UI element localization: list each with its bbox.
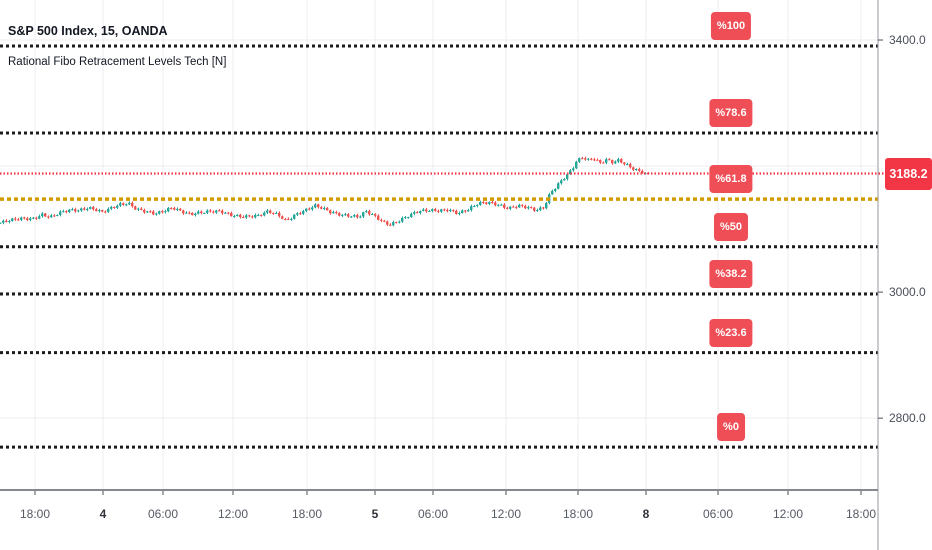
price-axis-label: 3000.0	[889, 285, 926, 300]
symbol-title[interactable]: S&P 500 Index, 15, OANDA	[8, 24, 168, 38]
time-axis-label: 12:00	[490, 507, 522, 521]
fib-level-badge-50[interactable]: %50	[713, 212, 749, 241]
fib-level-badge-38.2[interactable]: %38.2	[709, 260, 753, 288]
time-axis-label: 06:00	[417, 507, 449, 521]
time-axis-day-label: 8	[642, 507, 650, 521]
fib-level-badge-0[interactable]: %0	[717, 413, 745, 442]
fib-level-badge-78.6[interactable]: %78.6	[709, 98, 753, 127]
time-axis-label: 18:00	[19, 507, 51, 521]
fib-level-badge-23.6[interactable]: %23.6	[709, 318, 753, 347]
price-axis-label: 3400.0	[889, 33, 926, 48]
time-axis-label: 12:00	[772, 507, 804, 521]
time-axis-label: 18:00	[291, 507, 323, 521]
time-axis-day-label: 5	[371, 507, 379, 521]
time-axis-label: 18:00	[562, 507, 594, 521]
current-price-value: 3188.2	[889, 166, 928, 181]
time-scale[interactable]	[0, 490, 878, 550]
fib-level-badge-100[interactable]: %100	[710, 12, 752, 40]
indicator-title[interactable]: Rational Fibo Retracement Levels Tech [N…	[8, 56, 227, 68]
time-axis-label: 12:00	[217, 507, 249, 521]
time-axis-label: 18:00	[845, 507, 877, 521]
time-axis-day-label: 4	[99, 507, 107, 521]
current-price-badge: 3188.2	[885, 157, 932, 190]
fib-level-badge-61.8[interactable]: %61.8	[709, 165, 753, 194]
time-axis-label: 06:00	[147, 507, 179, 521]
time-axis-label: 06:00	[702, 507, 734, 521]
price-axis-label: 2800.0	[889, 411, 926, 426]
price-scale[interactable]	[878, 0, 932, 490]
